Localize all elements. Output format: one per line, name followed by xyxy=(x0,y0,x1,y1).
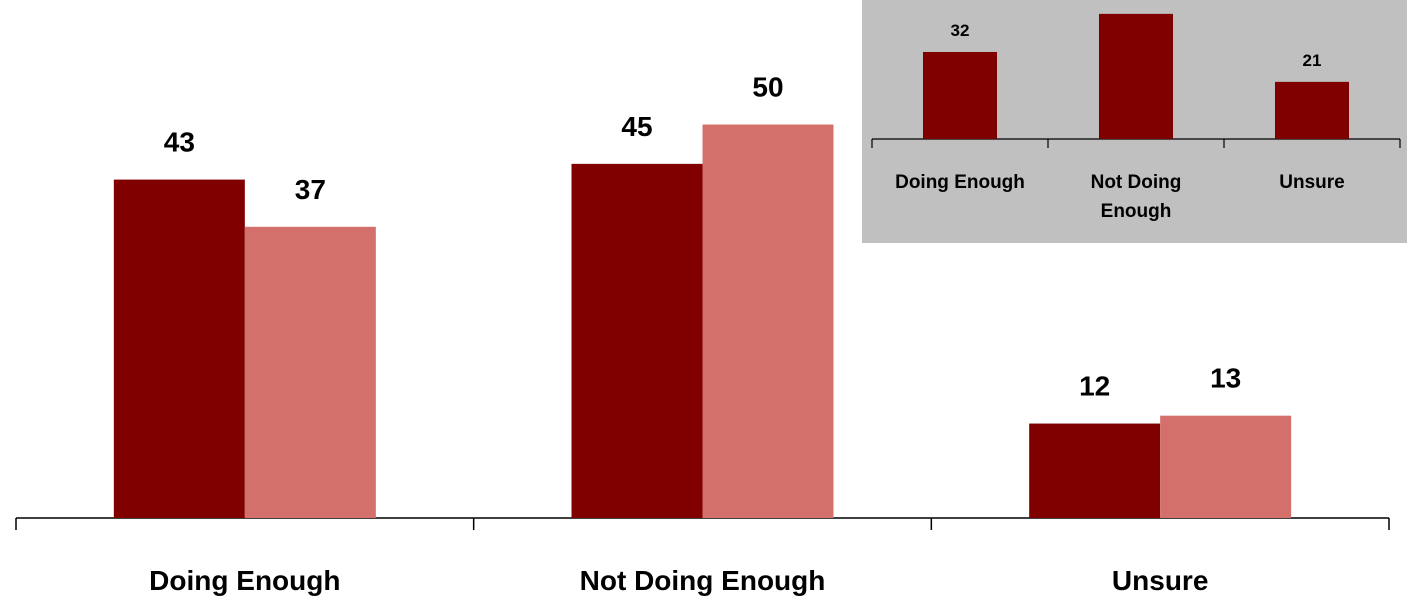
inset-data-label: 32 xyxy=(951,21,970,40)
category-label-unsure: Unsure xyxy=(1112,565,1208,596)
bar-doing-enough-series-2 xyxy=(244,226,376,518)
data-label: 13 xyxy=(1210,363,1241,394)
inset-category-label-doing-enough: Doing Enough xyxy=(895,172,1025,193)
bar-unsure-series-2 xyxy=(1160,415,1292,518)
data-label: 50 xyxy=(752,72,783,103)
inset-category-label-not-doing-enough: Enough xyxy=(1101,201,1172,222)
inset-category-label-unsure: Unsure xyxy=(1279,172,1344,193)
inset-chart: 32 Doing Enough Not Doing Enough 21 Unsure xyxy=(862,0,1407,243)
inset-bar-doing-enough xyxy=(923,51,997,139)
inset-bar-not-doing-enough xyxy=(1099,13,1173,140)
data-label: 43 xyxy=(164,127,195,158)
data-label: 37 xyxy=(295,174,326,205)
inset-category-label-not-doing-enough: Not Doing xyxy=(1091,172,1182,193)
data-label: 45 xyxy=(621,111,652,142)
bar-unsure-series-1 xyxy=(1029,423,1161,518)
bar-doing-enough-series-1 xyxy=(113,179,245,518)
category-label-not-doing-enough: Not Doing Enough xyxy=(580,565,826,596)
inset-data-label: 21 xyxy=(1303,51,1322,70)
data-label: 12 xyxy=(1079,371,1110,402)
bar-not-doing-enough-series-1 xyxy=(571,163,703,518)
bar-not-doing-enough-series-2 xyxy=(702,124,834,518)
category-label-doing-enough: Doing Enough xyxy=(149,565,340,596)
inset-bar-unsure xyxy=(1275,81,1349,139)
main-chart: 43 37 Doing Enough 45 50 Not Doing Enough 12 13… xyxy=(15,72,1390,596)
